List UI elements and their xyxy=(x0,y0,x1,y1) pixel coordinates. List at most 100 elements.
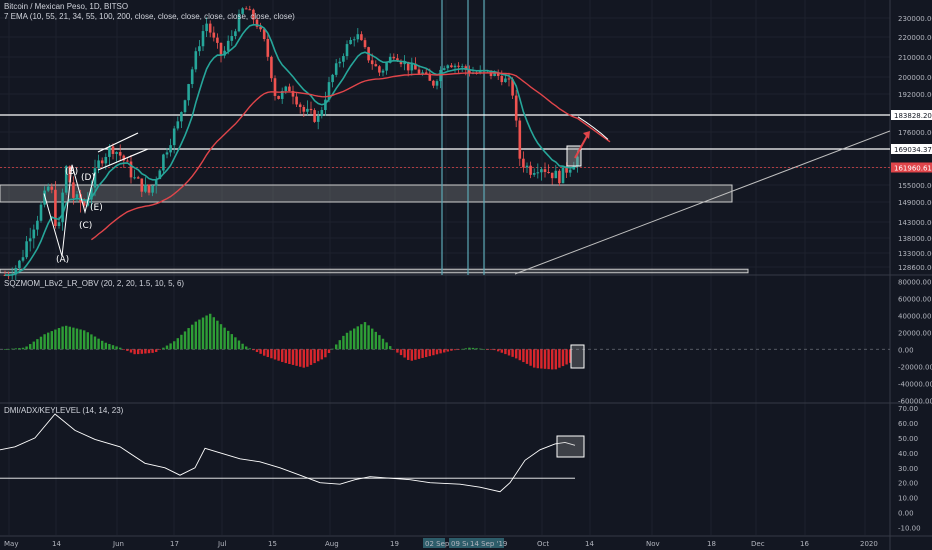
momentum-bar xyxy=(191,324,194,350)
candle-body xyxy=(198,46,201,52)
candle-body xyxy=(43,190,46,205)
momentum-tick-7: -60000.00 xyxy=(898,397,932,405)
momentum-bar xyxy=(479,348,482,350)
momentum-bar xyxy=(68,326,71,350)
candle-body xyxy=(284,86,288,91)
momentum-bar xyxy=(554,349,557,370)
candle-body xyxy=(126,160,129,162)
candle-body xyxy=(338,61,342,64)
momentum-bar xyxy=(155,349,158,352)
momentum-bar xyxy=(353,328,356,350)
candle-body xyxy=(540,169,543,173)
candle-body xyxy=(223,50,226,56)
momentum-bar xyxy=(126,349,129,351)
price-tick-6: 176000.00 xyxy=(898,129,932,137)
momentum-bar xyxy=(201,317,205,350)
price-tick-14: 128600.00 xyxy=(898,264,932,272)
candle-body xyxy=(144,184,147,192)
wave-label-2: (C) xyxy=(79,221,92,231)
momentum-bar xyxy=(57,328,61,350)
candle-body xyxy=(118,152,122,156)
momentum-bar xyxy=(158,349,161,350)
momentum-tick-4: 0.00 xyxy=(898,346,914,354)
candle-body xyxy=(205,23,208,32)
wave-label-0: (A) xyxy=(56,255,69,265)
candle-body xyxy=(50,186,54,190)
time-tick-10: 14 Sep '19 xyxy=(470,540,507,548)
candle-body xyxy=(464,66,468,70)
candle-body xyxy=(273,78,277,96)
momentum-bar xyxy=(133,349,136,355)
momentum-bar xyxy=(227,330,230,350)
candle-body xyxy=(388,56,392,63)
momentum-bar xyxy=(500,349,503,353)
candle-body xyxy=(54,189,57,227)
adx-tick-1: 60.00 xyxy=(898,420,918,428)
candle-body xyxy=(381,70,385,73)
momentum-bar xyxy=(443,349,446,353)
momentum-bar xyxy=(61,326,64,350)
momentum-bar xyxy=(309,349,313,365)
time-tick-12: 14 xyxy=(585,540,594,548)
momentum-bar xyxy=(223,327,226,350)
time-tick-13: Nov xyxy=(646,540,660,548)
price-tick-4: 192000.00 xyxy=(898,91,932,99)
candle-body xyxy=(295,96,298,105)
momentum-bar xyxy=(255,349,259,352)
support-zone xyxy=(0,184,733,203)
candle-body xyxy=(439,69,442,82)
candle-body xyxy=(453,65,457,68)
candle-body xyxy=(151,185,154,193)
time-tick-3: 17 xyxy=(170,540,179,548)
candle-body xyxy=(565,167,568,173)
price-tick-3: 200000.00 xyxy=(898,74,932,82)
momentum-bar xyxy=(263,349,266,356)
candle-body xyxy=(421,72,424,74)
candle-body xyxy=(190,69,194,85)
candle-body xyxy=(349,39,352,45)
momentum-bar xyxy=(435,349,439,355)
momentum-bar xyxy=(507,349,511,356)
momentum-bar xyxy=(338,340,341,350)
momentum-bar xyxy=(90,334,93,350)
momentum-bar xyxy=(457,349,460,350)
momentum-bar xyxy=(471,347,475,350)
time-tick-4: Jul xyxy=(217,540,227,548)
wave-label-4: (E) xyxy=(90,203,103,213)
momentum-bar xyxy=(410,349,413,361)
price-tick-13: 133000.00 xyxy=(898,250,932,258)
momentum-bar xyxy=(515,349,518,359)
candle-body xyxy=(514,95,518,121)
candle-body xyxy=(568,169,572,173)
candle-body xyxy=(342,56,345,62)
candle-body xyxy=(21,257,25,261)
price-tick-12: 138000.00 xyxy=(898,235,932,243)
candle-body xyxy=(396,58,399,62)
momentum-bar xyxy=(317,349,320,362)
time-tick-16: 16 xyxy=(800,540,809,548)
candle-body xyxy=(424,72,428,74)
momentum-bar xyxy=(281,349,284,362)
momentum-bar xyxy=(144,349,147,354)
adx-tick-5: 20.00 xyxy=(898,480,918,488)
momentum-bar xyxy=(432,349,435,356)
candle-body xyxy=(306,108,309,112)
candle-body xyxy=(219,42,223,56)
adx-tick-3: 40.00 xyxy=(898,450,918,458)
candle-body xyxy=(406,61,410,71)
momentum-bar xyxy=(540,349,543,369)
momentum-tick-1: 60000.00 xyxy=(898,295,931,303)
momentum-bar xyxy=(565,349,568,365)
candle-body xyxy=(82,202,86,206)
momentum-bar xyxy=(439,349,442,354)
time-tick-7: 19 xyxy=(390,540,399,548)
candle-body xyxy=(435,81,439,86)
momentum-bar xyxy=(504,349,507,355)
candle-body xyxy=(522,158,525,168)
candle-body xyxy=(169,145,172,153)
momentum-bar xyxy=(360,324,363,350)
candle-body xyxy=(72,182,75,198)
price-tag-1: 169034.37 xyxy=(894,146,932,154)
momentum-bar xyxy=(450,349,453,351)
